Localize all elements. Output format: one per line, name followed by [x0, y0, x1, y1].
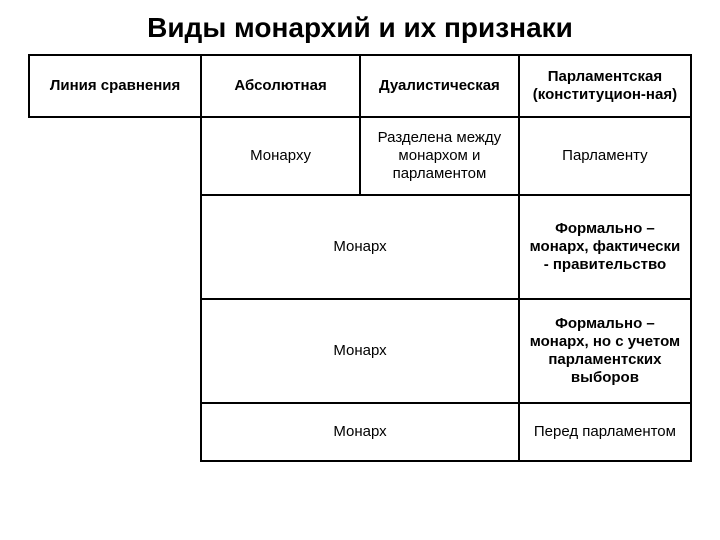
- table-row: Монарх Перед парламентом: [29, 403, 691, 461]
- header-parliamentary: Парламентская (конституцион-ная): [519, 55, 691, 117]
- empty-cell: [29, 299, 201, 403]
- cell-r1-absolute: Монарху: [201, 117, 360, 195]
- empty-cell: [29, 403, 201, 461]
- empty-cell: [29, 117, 201, 195]
- header-comparison: Линия сравнения: [29, 55, 201, 117]
- header-dualistic: Дуалистическая: [360, 55, 519, 117]
- comparison-table: Линия сравнения Абсолютная Дуалистическа…: [28, 54, 692, 462]
- table-row: Монарх Формально – монарх, но с учетом п…: [29, 299, 691, 403]
- cell-r1-parliamentary: Парламенту: [519, 117, 691, 195]
- cell-r3-merged: Монарх: [201, 299, 519, 403]
- cell-r1-dualistic: Разделена между монархом и парламентом: [360, 117, 519, 195]
- page-title: Виды монархий и их признаки: [28, 12, 692, 44]
- table-row: Монарх Формально – монарх, фактически - …: [29, 195, 691, 299]
- cell-r4-parliamentary: Перед парламентом: [519, 403, 691, 461]
- cell-r3-parliamentary: Формально – монарх, но с учетом парламен…: [519, 299, 691, 403]
- table-row: Монарху Разделена между монархом и парла…: [29, 117, 691, 195]
- empty-cell: [29, 195, 201, 299]
- table-header-row: Линия сравнения Абсолютная Дуалистическа…: [29, 55, 691, 117]
- cell-r2-merged: Монарх: [201, 195, 519, 299]
- cell-r4-merged: Монарх: [201, 403, 519, 461]
- header-absolute: Абсолютная: [201, 55, 360, 117]
- cell-r2-parliamentary: Формально – монарх, фактически - правите…: [519, 195, 691, 299]
